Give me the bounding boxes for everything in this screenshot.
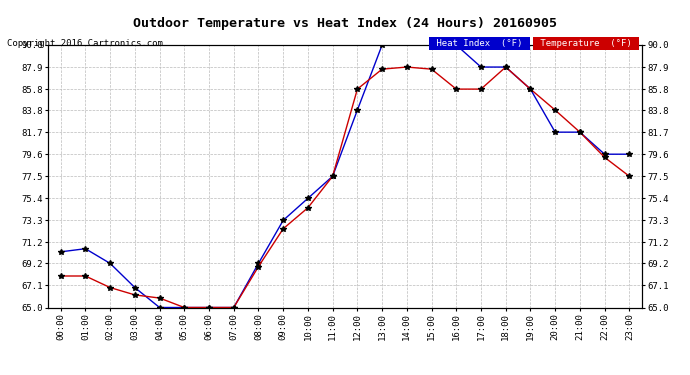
Text: Temperature  (°F): Temperature (°F): [535, 39, 637, 48]
Text: Heat Index  (°F): Heat Index (°F): [431, 39, 528, 48]
Text: Outdoor Temperature vs Heat Index (24 Hours) 20160905: Outdoor Temperature vs Heat Index (24 Ho…: [133, 17, 557, 30]
Text: Copyright 2016 Cartronics.com: Copyright 2016 Cartronics.com: [7, 39, 163, 48]
